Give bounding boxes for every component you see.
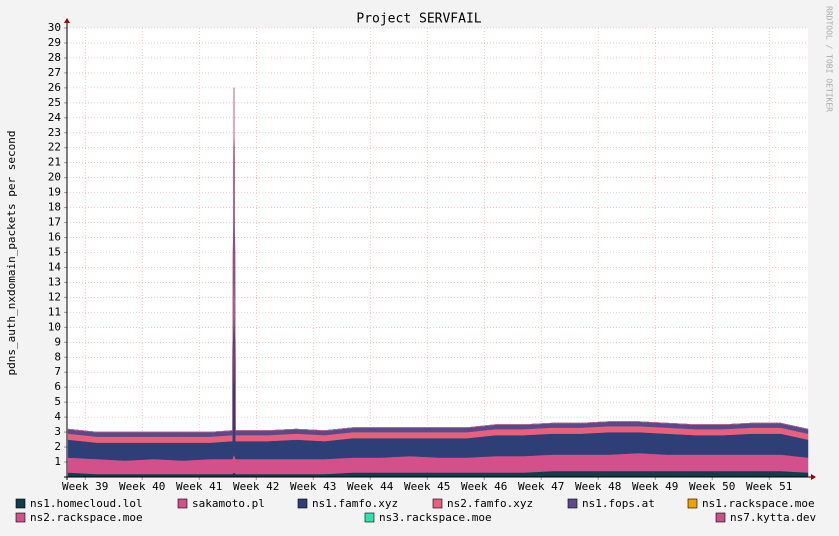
axis-arrow: [64, 18, 70, 23]
y-tick-label: 4: [54, 410, 61, 423]
legend-label: ns1.homecloud.lol: [30, 497, 143, 510]
y-tick-label: 20: [48, 171, 61, 184]
legend-swatch: [687, 498, 698, 509]
x-tick-label: Week 42: [233, 480, 279, 493]
x-tick-label: Week 45: [404, 480, 450, 493]
y-tick-label: 25: [48, 96, 61, 109]
axes: 1234567891011121314151617181920212223242…: [48, 18, 816, 493]
legend: ns1.homecloud.lol sakamoto.pl ns1.famfo.xy…: [15, 497, 816, 524]
y-tick-label: 26: [48, 81, 61, 94]
y-tick-label: 14: [48, 260, 62, 273]
y-tick-label: 5: [54, 395, 61, 408]
legend-label: ns1.famfo.xyz: [312, 497, 398, 510]
y-tick-label: 28: [48, 51, 61, 64]
axis-arrow: [811, 474, 816, 480]
x-tick-label: Week 44: [347, 480, 394, 493]
y-tick-label: 21: [48, 156, 61, 169]
legend-label: ns1.rackspace.moe: [702, 497, 815, 510]
areas: [67, 87, 809, 478]
y-tick-label: 2: [54, 440, 61, 453]
y-tick-label: 24: [48, 111, 62, 124]
y-tick-label: 15: [48, 246, 61, 259]
y-tick-label: 7: [54, 365, 61, 378]
x-tick-label: Week 43: [290, 480, 336, 493]
x-tick-label: Week 47: [518, 480, 564, 493]
y-tick-label: 18: [48, 201, 61, 214]
x-tick-label: Week 46: [461, 480, 507, 493]
x-tick-label: Week 41: [176, 480, 222, 493]
x-tick-label: Week 40: [119, 480, 165, 493]
y-tick-label: 13: [48, 275, 61, 288]
legend-label: sakamoto.pl: [192, 497, 265, 510]
y-tick-label: 23: [48, 126, 61, 139]
legend-swatch: [15, 512, 26, 523]
x-tick-label: Week 51: [746, 480, 792, 493]
y-tick-label: 8: [54, 350, 61, 363]
chart-title: Project SERVFAIL: [356, 12, 481, 27]
grid: [67, 27, 808, 477]
y-tick-label: 17: [48, 216, 61, 229]
y-tick-label: 30: [48, 21, 61, 34]
y-tick-label: 1: [54, 455, 61, 468]
x-tick-label: Week 49: [632, 480, 678, 493]
y-tick-label: 9: [54, 335, 61, 348]
legend-label: ns2.famfo.xyz: [447, 497, 533, 510]
legend-swatch: [432, 498, 443, 509]
legend-label: ns7.kytta.dev: [730, 511, 816, 524]
legend-swatch: [715, 512, 726, 523]
y-tick-label: 6: [54, 380, 61, 393]
legend-swatch: [177, 498, 188, 509]
x-tick-label: Week 50: [689, 480, 735, 493]
legend-swatch: [15, 498, 26, 509]
watermark: RRDTOOL / TOBI OETIKER: [825, 6, 834, 112]
y-axis-label: pdns_auth_nxdomain_packets per second: [5, 130, 18, 375]
x-tick-label: Week 39: [62, 480, 108, 493]
y-tick-label: 27: [48, 66, 61, 79]
legend-swatch: [364, 512, 375, 523]
legend-label: ns3.rackspace.moe: [379, 511, 492, 524]
legend-swatch: [297, 498, 308, 509]
legend-label: ns1.fops.at: [582, 497, 655, 510]
legend-swatch: [567, 498, 578, 509]
y-tick-label: 11: [48, 305, 61, 318]
y-tick-label: 12: [48, 290, 61, 303]
area: [68, 87, 809, 433]
y-tick-label: 16: [48, 231, 61, 244]
y-tick-label: 3: [54, 425, 61, 438]
y-tick-label: 22: [48, 141, 61, 154]
x-tick-label: Week 48: [575, 480, 621, 493]
y-tick-label: 19: [48, 186, 61, 199]
y-tick-label: 10: [48, 320, 61, 333]
legend-label: ns2.rackspace.moe: [30, 511, 143, 524]
y-tick-label: 29: [48, 36, 61, 49]
